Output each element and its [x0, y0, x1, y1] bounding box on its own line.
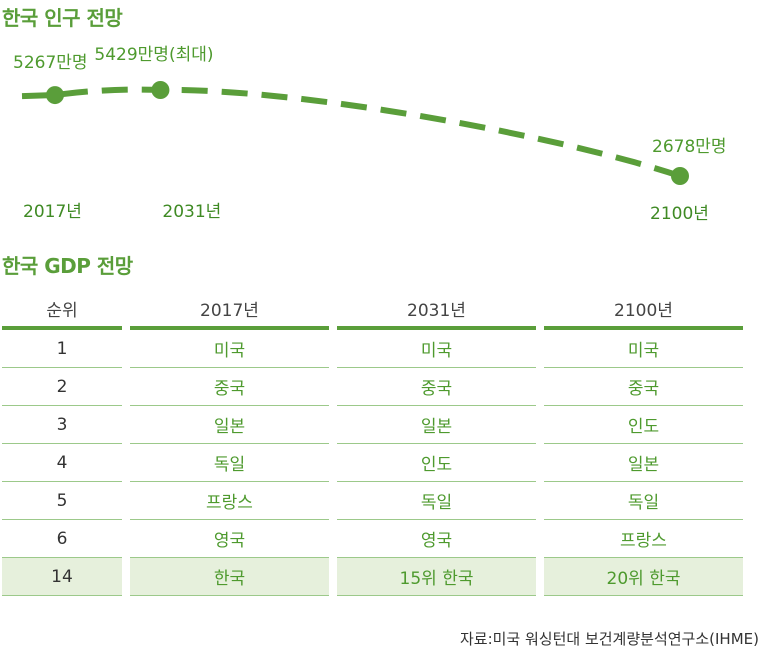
cell-rank: 4 — [2, 444, 122, 482]
table-row: 14 한국 15위 한국 20위 한국 — [2, 558, 743, 596]
header-2100: 2100년 — [544, 290, 743, 330]
table-row: 2 중국 중국 중국 — [2, 368, 743, 406]
data-label-2100: 2678만명 — [652, 137, 727, 157]
source-note: 자료:미국 워싱턴대 보건계량분석연구소(IHME) — [459, 630, 759, 648]
population-line — [21, 86, 681, 179]
data-label-2031: 5429만명(최대) — [94, 45, 213, 65]
cell-2031: 미국 — [337, 330, 536, 368]
cell-2031: 영국 — [337, 520, 536, 558]
cell-rank: 14 — [2, 558, 122, 596]
x-tick-label-2031: 2031년 — [162, 202, 221, 222]
cell-2100: 일본 — [544, 444, 743, 482]
cell-2031: 인도 — [337, 444, 536, 482]
data-point-2017 — [46, 86, 64, 105]
cell-rank: 3 — [2, 406, 122, 444]
cell-2100: 프랑스 — [544, 520, 743, 558]
population-line-chart: 5267만명 2017년 5429만명(최대) 2031년 2678만명 2100년 — [13, 45, 727, 224]
table-row: 1 미국 미국 미국 — [2, 330, 743, 368]
cell-2031: 15위 한국 — [337, 558, 536, 596]
x-tick-label-2017: 2017년 — [23, 202, 82, 222]
cell-rank: 5 — [2, 482, 122, 520]
cell-rank: 2 — [2, 368, 122, 406]
cell-2100: 인도 — [544, 406, 743, 444]
table-row: 3 일본 일본 인도 — [2, 406, 743, 444]
table-header-row: 순위 2017년 2031년 2100년 — [2, 290, 743, 330]
table-row: 5 프랑스 독일 독일 — [2, 482, 743, 520]
cell-2017: 미국 — [130, 330, 329, 368]
cell-2100: 미국 — [544, 330, 743, 368]
table-row: 4 독일 인도 일본 — [2, 444, 743, 482]
cell-2100: 독일 — [544, 482, 743, 520]
header-rank: 순위 — [2, 290, 122, 330]
cell-rank: 1 — [2, 330, 122, 368]
cell-2017: 일본 — [130, 406, 329, 444]
x-tick-label-2100: 2100년 — [650, 204, 709, 224]
cell-2017: 영국 — [130, 520, 329, 558]
gdp-title: 한국 GDP 전망 — [2, 254, 133, 278]
cell-rank: 6 — [2, 520, 122, 558]
cell-2017: 프랑스 — [130, 482, 329, 520]
header-2017: 2017년 — [130, 290, 329, 330]
population-title: 한국 인구 전망 — [2, 6, 123, 30]
cell-2100: 20위 한국 — [544, 558, 743, 596]
data-label-2017: 5267만명 — [13, 53, 88, 73]
cell-2017: 중국 — [130, 368, 329, 406]
cell-2100: 중국 — [544, 368, 743, 406]
cell-2031: 독일 — [337, 482, 536, 520]
cell-2031: 중국 — [337, 368, 536, 406]
header-2031: 2031년 — [337, 290, 536, 330]
data-point-2031 — [151, 81, 170, 99]
cell-2031: 일본 — [337, 406, 536, 444]
gdp-ranking-table: 순위 2017년 2031년 2100년 1 미국 미국 미국 2 중국 중국 중국 3 일본 일본… — [0, 290, 751, 596]
table-row: 6 영국 영국 프랑스 — [2, 520, 743, 558]
cell-2017: 한국 — [130, 558, 329, 596]
data-point-2100 — [671, 167, 689, 185]
cell-2017: 독일 — [130, 444, 329, 482]
